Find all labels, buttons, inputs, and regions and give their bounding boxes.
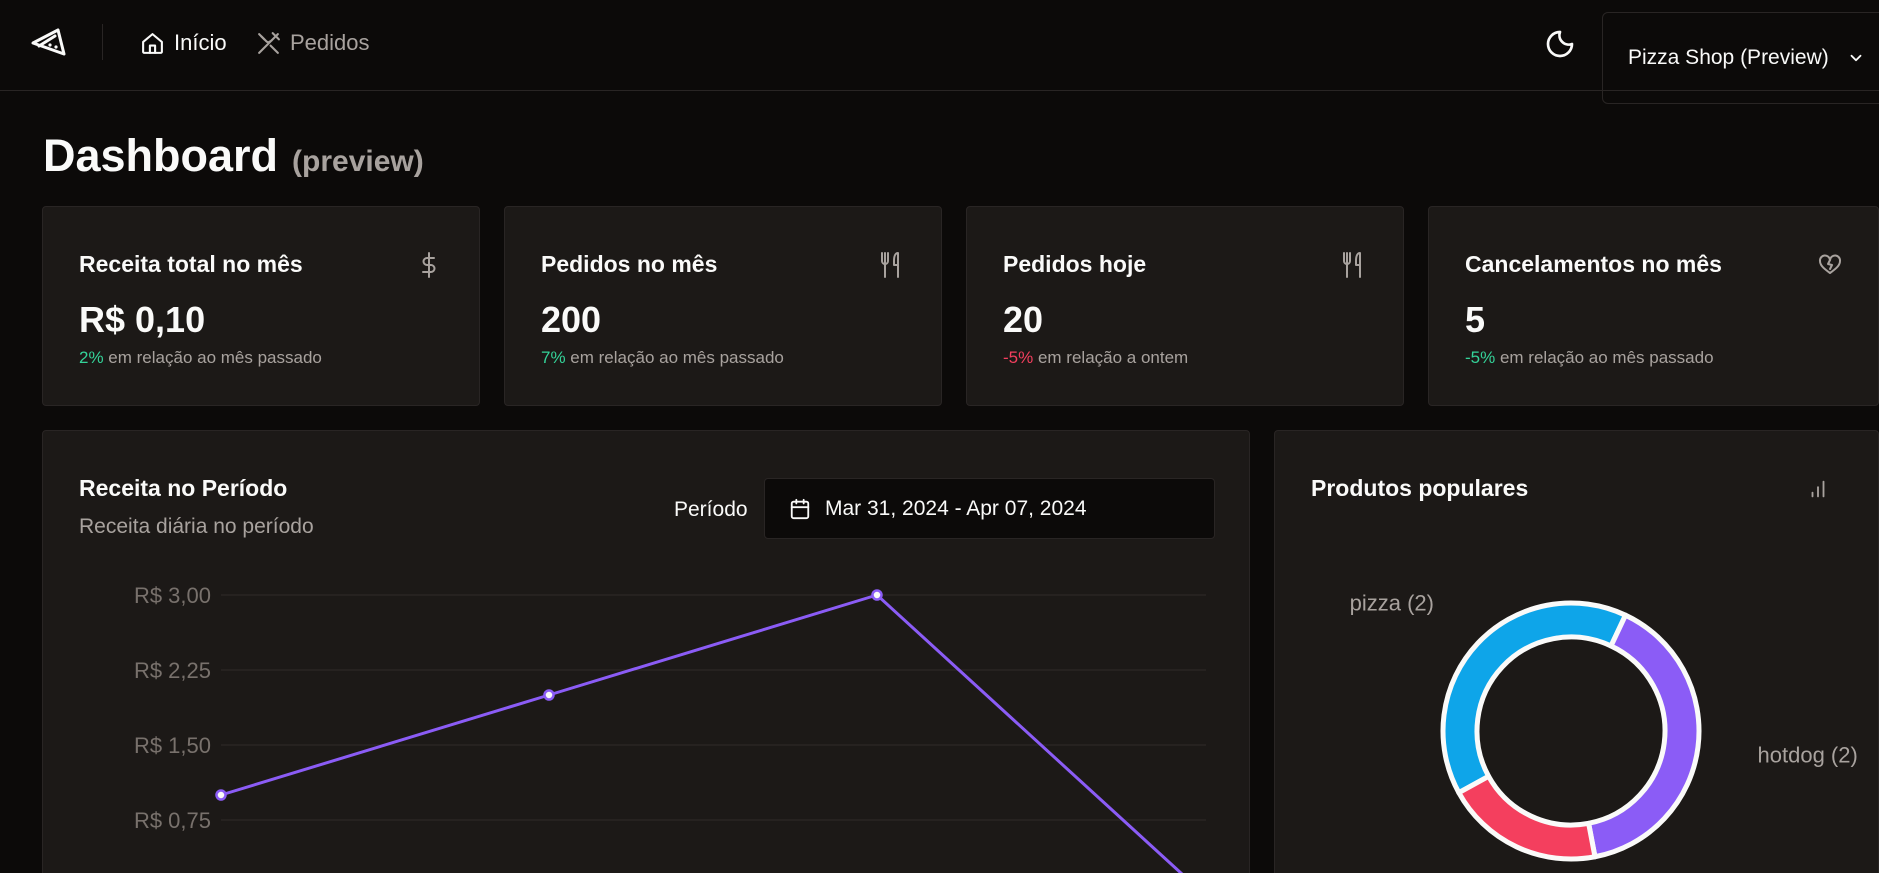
metric-comparison: em relação a ontem — [1033, 348, 1189, 367]
pizza-logo-icon[interactable] — [30, 26, 66, 58]
chart-series-line — [220, 593, 1184, 873]
date-range-picker[interactable]: Mar 31, 2024 - Apr 07, 2024 — [764, 478, 1215, 539]
metric-footer: -5% em relação ao mês passado — [1465, 348, 1714, 368]
chart-y-tick-label: R$ 3,00 — [134, 583, 211, 608]
metric-title: Cancelamentos no mês — [1465, 251, 1722, 277]
utensils-icon — [881, 252, 899, 278]
chart-data-point[interactable] — [543, 689, 555, 701]
revenue-line-chart: R$ 0,75 R$ 1,50 R$ 2,25 R$ 3,00 — [134, 583, 1206, 873]
metric-footer: -5% em relação a ontem — [1003, 348, 1188, 368]
metric-card-revenue: Receita total no mês R$ 0,10 2% em relaç… — [42, 206, 480, 406]
donut-slice[interactable] — [1586, 612, 1702, 860]
popular-products-donut-chart: pizza (2)hotdog (2)burger (1) — [1350, 590, 1858, 862]
donut-slice-label: hotdog (2) — [1758, 743, 1858, 768]
period-label: Período — [674, 498, 748, 521]
chart-y-tick-label: R$ 2,25 — [134, 658, 211, 683]
nav-link-inicio[interactable]: Início — [140, 28, 227, 58]
metric-card-orders-month: Pedidos no mês 200 7% em relação ao mês … — [504, 206, 942, 406]
metric-value: 20 — [1003, 299, 1044, 340]
calendar-icon — [790, 498, 810, 519]
metric-card-cancellations: Cancelamentos no mês 5 -5% em relação ao… — [1428, 206, 1879, 406]
page-subtitle: (preview) — [292, 145, 424, 178]
utensils-crossed-icon — [258, 31, 280, 54]
popular-products-card: pizza (2)hotdog (2)burger (1) Produtos p… — [1274, 430, 1879, 873]
metric-comparison: em relação ao mês passado — [1495, 348, 1714, 367]
heart-crack-icon — [1819, 254, 1841, 274]
revenue-chart-card: R$ 0,75 R$ 1,50 R$ 2,25 R$ 3,00 Receita no … — [42, 430, 1250, 873]
chart-y-tick-label: R$ 1,50 — [134, 733, 211, 758]
utensils-icon — [1343, 252, 1361, 278]
metric-title: Receita total no mês — [79, 251, 303, 277]
dollar-icon — [422, 252, 436, 278]
metric-title: Pedidos hoje — [1003, 251, 1147, 277]
metric-footer: 2% em relação ao mês passado — [79, 348, 322, 368]
metric-change: 2% — [79, 348, 104, 367]
store-selector-button[interactable]: Pizza Shop (Preview) — [1602, 12, 1879, 104]
nav-label-inicio: Início — [174, 30, 227, 55]
metric-footer: 7% em relação ao mês passado — [541, 348, 784, 368]
header-divider — [102, 24, 103, 60]
home-icon — [142, 32, 163, 54]
metric-change: -5% — [1465, 348, 1496, 367]
revenue-card-title: Receita no Período — [79, 475, 288, 501]
metric-value: R$ 0,10 — [79, 299, 206, 340]
chart-data-point[interactable] — [871, 589, 883, 601]
metric-change: 7% — [541, 348, 566, 367]
metric-value: 5 — [1465, 299, 1486, 340]
page-title: Dashboard (preview) — [43, 130, 424, 182]
donut-slice[interactable] — [1456, 773, 1598, 862]
metric-value: 200 — [541, 299, 602, 340]
chart-y-tick-label: R$ 0,75 — [134, 808, 211, 833]
top-header: Início Pedidos Pizza Shop (Preview) — [0, 0, 1879, 104]
metric-title: Pedidos no mês — [541, 251, 718, 277]
popular-products-title: Produtos populares — [1311, 475, 1529, 501]
nav-label-pedidos: Pedidos — [290, 30, 370, 55]
chart-data-point[interactable] — [215, 789, 227, 801]
metric-comparison: em relação ao mês passado — [565, 348, 784, 367]
chevron-down-icon — [1850, 54, 1862, 62]
store-name: Pizza Shop (Preview) — [1628, 46, 1829, 69]
metric-change: -5% — [1003, 348, 1034, 367]
date-range-value: Mar 31, 2024 - Apr 07, 2024 — [825, 496, 1087, 520]
metric-card-orders-today: Pedidos hoje 20 -5% em relação a ontem — [966, 206, 1404, 406]
donut-slice-label: pizza (2) — [1350, 590, 1434, 615]
revenue-card-description: Receita diária no período — [79, 515, 314, 538]
nav-link-pedidos[interactable]: Pedidos — [256, 28, 370, 58]
page-title-text: Dashboard — [43, 130, 279, 181]
moon-icon[interactable] — [1544, 28, 1576, 60]
donut-slice[interactable] — [1440, 600, 1628, 796]
bar-chart-icon — [1811, 480, 1825, 498]
metric-comparison: em relação ao mês passado — [103, 348, 322, 367]
